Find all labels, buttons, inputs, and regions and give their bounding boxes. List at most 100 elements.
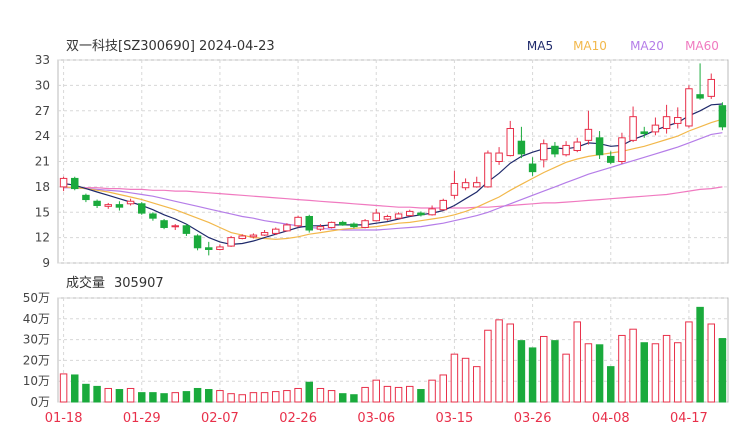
candle-body <box>618 137 626 162</box>
candle <box>115 201 124 211</box>
candle-body <box>517 140 526 155</box>
candle-body <box>350 223 358 228</box>
volume-bar <box>316 387 325 403</box>
moving-average-lines <box>63 103 723 246</box>
candle <box>595 131 604 159</box>
candle <box>696 63 704 100</box>
candle <box>584 110 593 145</box>
volume-bar <box>517 340 526 403</box>
candle <box>383 214 392 221</box>
candle-body <box>696 94 704 99</box>
candle <box>506 120 514 157</box>
volume-bar <box>707 323 715 403</box>
volume-bar <box>383 385 392 403</box>
volume-bar <box>573 321 581 403</box>
volume-bar <box>406 385 414 403</box>
ma20-line <box>63 132 723 231</box>
volume-bar <box>283 390 291 403</box>
candle <box>417 211 425 217</box>
candle <box>495 147 503 165</box>
volume-bar <box>59 373 68 403</box>
candle <box>104 202 112 209</box>
candle-body <box>238 235 246 239</box>
volume-bar <box>93 385 101 403</box>
volume-bar <box>484 329 492 403</box>
price-axis-ticks: 9 12 15 18 21 24 27 30 33 <box>35 53 50 270</box>
volume-value: 305907 <box>114 276 164 291</box>
volume-bar <box>71 374 79 403</box>
candle-body <box>327 221 336 228</box>
candle-body <box>272 228 280 234</box>
candle-body <box>115 204 124 208</box>
volume-tick-label: 50万 <box>23 291 50 305</box>
candle <box>272 227 280 236</box>
volume-bar <box>149 392 157 403</box>
candle <box>294 215 302 228</box>
volume-bar <box>651 343 660 403</box>
candle-body <box>640 131 648 135</box>
candle <box>283 223 291 232</box>
candle <box>93 199 101 209</box>
candle-body <box>406 210 414 217</box>
candle-body <box>227 237 235 247</box>
ma5-line <box>63 103 723 246</box>
volume-bar <box>506 323 514 403</box>
volume-tick-label: 0万 <box>30 395 50 409</box>
legend-ma5: MA5 <box>527 39 553 53</box>
price-tick-label: 27 <box>35 104 50 118</box>
volume-bar <box>718 338 727 403</box>
chart-title: 双一科技[SZ300690] 2024-04-23 <box>66 39 275 54</box>
date-tick-label: 02-07 <box>201 411 239 426</box>
candle-body <box>551 145 559 155</box>
volume-panel-frame <box>57 297 729 403</box>
candle-body <box>182 225 191 234</box>
candle <box>484 150 492 188</box>
candle-body <box>461 182 470 189</box>
volume-bar <box>350 394 358 403</box>
candle-body <box>104 204 112 207</box>
candle-body <box>305 215 313 231</box>
volume-bar <box>540 335 548 403</box>
volume-bar <box>339 393 347 403</box>
candle <box>517 126 526 159</box>
candle <box>305 214 313 233</box>
candle <box>171 224 179 231</box>
candle-body <box>205 247 213 250</box>
candle-body <box>540 143 548 161</box>
volume-bar <box>104 387 112 403</box>
candle <box>651 117 660 136</box>
ma-legend: MA5 MA10 MA20 MA60 <box>527 39 719 53</box>
candle-body <box>171 225 179 228</box>
candle <box>450 170 459 199</box>
candle <box>350 222 358 229</box>
candle-body <box>428 208 436 216</box>
legend-ma10: MA10 <box>573 39 607 53</box>
candle-body <box>607 155 615 163</box>
candle-body <box>71 177 79 190</box>
candle <box>540 139 548 168</box>
volume-bar <box>182 391 191 403</box>
candle-body <box>707 78 715 97</box>
candle-body <box>149 213 157 219</box>
volume-bar <box>294 387 302 403</box>
candle <box>160 219 168 230</box>
candle-body <box>584 128 593 141</box>
date-tick-label: 03-06 <box>357 411 395 426</box>
date-tick-label: 02-26 <box>279 411 317 426</box>
candle-body <box>316 226 325 230</box>
volume-bar <box>138 392 146 403</box>
volume-bar <box>495 319 503 403</box>
volume-bars <box>59 306 727 403</box>
volume-bar <box>227 393 235 403</box>
volume-bar <box>160 393 168 403</box>
candle-body <box>283 224 291 232</box>
candle-body <box>260 232 269 236</box>
candle-body <box>160 220 168 228</box>
candle-body <box>595 137 604 156</box>
candle-body <box>718 105 727 128</box>
volume-bar <box>327 390 336 403</box>
candle-body <box>573 141 581 152</box>
candle-body <box>495 152 503 163</box>
